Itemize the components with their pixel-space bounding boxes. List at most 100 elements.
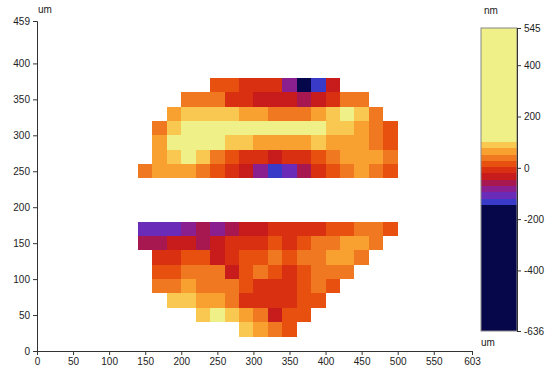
heatmap-cell — [253, 150, 267, 164]
tick: 550 — [426, 351, 443, 367]
heatmap-cell — [210, 92, 224, 106]
heatmap-cell — [225, 293, 239, 307]
tick-mark — [33, 243, 37, 244]
heatmap-cell — [340, 107, 354, 121]
tick-label: 200 — [13, 202, 30, 213]
tick: 350 — [13, 94, 37, 105]
tick: 150 — [13, 238, 37, 249]
heatmap-cell — [282, 150, 296, 164]
colorbar-band — [481, 148, 517, 154]
tick-label: 150 — [137, 356, 154, 367]
heatmap-cell — [311, 293, 325, 307]
heatmap-cell — [311, 150, 325, 164]
heatmap-cell — [268, 250, 282, 264]
heatmap-cell — [340, 150, 354, 164]
heatmap-cell — [253, 107, 267, 121]
heatmap-cell — [196, 250, 210, 264]
heatmap-cell — [369, 222, 383, 236]
heatmap-cell — [225, 150, 239, 164]
heatmap-cell — [268, 92, 282, 106]
heatmap-cell — [181, 107, 195, 121]
heatmap-cell — [282, 222, 296, 236]
heatmap-cell — [354, 164, 368, 178]
heatmap-cell — [181, 222, 195, 236]
heatmap-cell — [181, 293, 195, 307]
heatmap-cell — [152, 236, 166, 250]
heatmap-cell — [297, 250, 311, 264]
heatmap-cell — [311, 107, 325, 121]
heatmap-cell — [354, 135, 368, 149]
tick-mark — [181, 351, 182, 355]
heatmap-cell — [253, 279, 267, 293]
tick-label: 100 — [13, 274, 30, 285]
tick-mark — [472, 351, 473, 355]
tick-label: 603 — [464, 356, 481, 367]
tick: 0 — [517, 163, 530, 174]
heatmap-cell — [210, 308, 224, 322]
heatmap-cell — [369, 236, 383, 250]
heatmap-cell — [210, 121, 224, 135]
heatmap-cell — [225, 78, 239, 92]
heatmap-cell — [225, 222, 239, 236]
heatmap-cell — [239, 250, 253, 264]
heatmap-cell — [210, 164, 224, 178]
tick-label: 150 — [13, 238, 30, 249]
tick: 250 — [210, 351, 227, 367]
heatmap-cell — [340, 121, 354, 135]
colorbar-band — [481, 155, 517, 161]
heatmap-cell — [210, 135, 224, 149]
heatmap-cell — [253, 121, 267, 135]
heatmap-cell — [311, 121, 325, 135]
tick-label: -400 — [524, 265, 544, 276]
heatmap-cell — [152, 164, 166, 178]
tick: -200 — [517, 214, 544, 225]
heatmap-cell — [239, 150, 253, 164]
heatmap-cell — [210, 236, 224, 250]
heatmap-cell — [268, 265, 282, 279]
heatmap-cell — [196, 121, 210, 135]
heatmap-cell — [167, 135, 181, 149]
heatmap-cell — [268, 150, 282, 164]
heatmap-cell — [253, 78, 267, 92]
heatmap-cell — [268, 135, 282, 149]
heatmap-cell — [225, 92, 239, 106]
heatmap-cell — [210, 150, 224, 164]
heatmap-cell — [167, 164, 181, 178]
tick-label: 50 — [19, 310, 31, 321]
tick-label: 250 — [13, 166, 30, 177]
heatmap-cell — [225, 236, 239, 250]
heatmap-cell — [340, 135, 354, 149]
heatmap-cell — [282, 322, 296, 336]
heatmap-cell — [268, 164, 282, 178]
heatmap-cell — [253, 222, 267, 236]
tick: 400 — [318, 351, 335, 367]
heatmap-cell — [239, 308, 253, 322]
colorbar-band — [481, 142, 517, 148]
heatmap-cell — [282, 121, 296, 135]
heatmap-cell — [311, 92, 325, 106]
heatmap-cell — [196, 279, 210, 293]
colorbar-band — [481, 180, 517, 186]
tick: 0 — [35, 351, 41, 367]
heatmap-cell — [138, 236, 152, 250]
heatmap-cell — [181, 135, 195, 149]
heatmap-cell — [253, 308, 267, 322]
tick: 300 — [13, 130, 37, 141]
heatmap-cell — [311, 78, 325, 92]
heatmap-cell — [152, 265, 166, 279]
heatmap-cell — [181, 279, 195, 293]
heatmap-cell — [282, 279, 296, 293]
heatmap-cell — [282, 135, 296, 149]
heatmap-cell — [225, 107, 239, 121]
heatmap-cell — [297, 135, 311, 149]
tick: 459 — [13, 16, 37, 27]
heatmap-cell — [210, 250, 224, 264]
heatmap-cell — [239, 135, 253, 149]
tick: 400 — [517, 60, 541, 71]
heatmap-cell — [297, 164, 311, 178]
heatmap-cell — [297, 150, 311, 164]
heatmap-cell — [369, 150, 383, 164]
tick-label: -636 — [524, 326, 544, 337]
colorbar — [481, 28, 517, 331]
heatmap-cell — [210, 279, 224, 293]
